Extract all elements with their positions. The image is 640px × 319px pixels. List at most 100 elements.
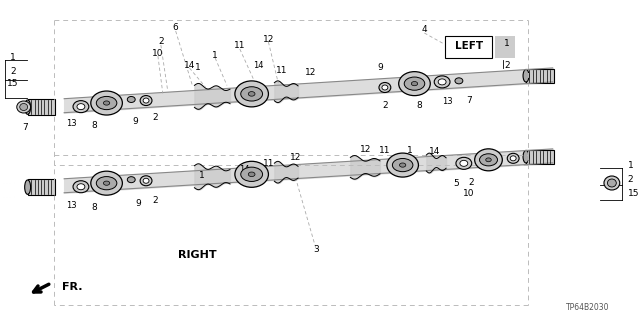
Ellipse shape <box>17 101 31 113</box>
Ellipse shape <box>475 149 502 171</box>
Ellipse shape <box>434 76 450 88</box>
Ellipse shape <box>140 176 152 186</box>
Text: 1: 1 <box>195 63 200 72</box>
FancyBboxPatch shape <box>445 36 492 58</box>
Text: 1: 1 <box>212 50 218 60</box>
Text: 11: 11 <box>262 159 274 167</box>
Ellipse shape <box>479 154 497 166</box>
Text: TP64B2030: TP64B2030 <box>566 303 609 313</box>
Text: 2: 2 <box>152 196 157 205</box>
Text: 14: 14 <box>239 166 250 174</box>
Ellipse shape <box>392 159 413 172</box>
Ellipse shape <box>91 91 122 115</box>
Ellipse shape <box>460 160 468 166</box>
Text: 6: 6 <box>173 24 179 33</box>
Ellipse shape <box>607 179 616 187</box>
Text: 11: 11 <box>234 41 246 50</box>
Ellipse shape <box>235 81 268 107</box>
Text: 11: 11 <box>379 146 390 155</box>
Text: 9: 9 <box>377 63 383 72</box>
Text: 5: 5 <box>453 179 459 188</box>
Text: 8: 8 <box>91 121 97 130</box>
Ellipse shape <box>455 78 463 84</box>
Ellipse shape <box>127 96 135 102</box>
Text: 8: 8 <box>417 101 422 110</box>
Text: 10: 10 <box>152 48 164 57</box>
Text: 12: 12 <box>291 153 301 162</box>
Ellipse shape <box>399 72 430 96</box>
Ellipse shape <box>25 100 31 114</box>
Ellipse shape <box>96 96 117 110</box>
Ellipse shape <box>456 157 472 169</box>
Ellipse shape <box>73 100 89 113</box>
Ellipse shape <box>20 103 28 110</box>
Text: 15: 15 <box>7 79 19 88</box>
Ellipse shape <box>127 177 135 183</box>
Ellipse shape <box>104 181 109 185</box>
Ellipse shape <box>77 104 85 110</box>
Text: 1: 1 <box>628 160 634 169</box>
Ellipse shape <box>379 83 391 93</box>
Text: 1: 1 <box>406 146 412 155</box>
Text: 15: 15 <box>628 189 639 198</box>
FancyBboxPatch shape <box>495 36 515 58</box>
Text: 13: 13 <box>442 97 452 106</box>
Ellipse shape <box>248 172 255 177</box>
Text: 13: 13 <box>66 119 76 128</box>
Text: 4: 4 <box>422 26 427 34</box>
Ellipse shape <box>486 158 492 162</box>
Text: 2: 2 <box>152 114 157 122</box>
Text: 2: 2 <box>628 174 633 183</box>
Text: 9: 9 <box>132 117 138 126</box>
Ellipse shape <box>438 79 446 85</box>
Ellipse shape <box>604 176 620 190</box>
Bar <box>526 150 554 164</box>
Ellipse shape <box>248 92 255 96</box>
Text: LEFT: LEFT <box>454 41 483 51</box>
Text: 1: 1 <box>200 172 205 181</box>
Ellipse shape <box>241 87 262 101</box>
Ellipse shape <box>140 96 152 106</box>
Ellipse shape <box>387 153 419 177</box>
Text: 2: 2 <box>468 178 474 187</box>
Text: 2: 2 <box>504 61 510 70</box>
Ellipse shape <box>523 70 529 82</box>
Text: 12: 12 <box>360 145 371 154</box>
Text: 7: 7 <box>466 96 472 105</box>
Text: 2: 2 <box>10 66 15 76</box>
Ellipse shape <box>143 178 149 183</box>
Text: 2: 2 <box>382 101 388 110</box>
Text: 11: 11 <box>275 65 287 75</box>
Ellipse shape <box>77 184 85 190</box>
Text: 12: 12 <box>305 68 317 77</box>
Text: 2: 2 <box>158 38 164 47</box>
Ellipse shape <box>96 177 117 190</box>
Text: FR.: FR. <box>62 282 83 292</box>
Text: 14: 14 <box>429 147 440 156</box>
Text: 13: 13 <box>66 201 76 210</box>
Text: 1: 1 <box>504 40 510 48</box>
Ellipse shape <box>235 161 268 187</box>
Ellipse shape <box>508 153 519 163</box>
Text: 9: 9 <box>135 199 141 208</box>
Ellipse shape <box>91 171 122 195</box>
Bar <box>28 179 55 195</box>
Ellipse shape <box>412 82 418 86</box>
Ellipse shape <box>523 150 529 163</box>
Text: 10: 10 <box>463 189 474 197</box>
Ellipse shape <box>143 98 149 103</box>
Ellipse shape <box>73 181 89 193</box>
Bar <box>526 69 554 83</box>
Text: 8: 8 <box>91 204 97 212</box>
Bar <box>28 99 55 115</box>
Ellipse shape <box>382 85 388 90</box>
Ellipse shape <box>241 167 262 182</box>
Text: RIGHT: RIGHT <box>178 250 217 260</box>
Ellipse shape <box>404 77 425 90</box>
Ellipse shape <box>399 163 406 167</box>
Ellipse shape <box>104 101 109 105</box>
Ellipse shape <box>510 156 516 161</box>
Text: 14: 14 <box>253 61 264 70</box>
Text: 3: 3 <box>313 246 319 255</box>
Text: 7: 7 <box>22 122 28 132</box>
